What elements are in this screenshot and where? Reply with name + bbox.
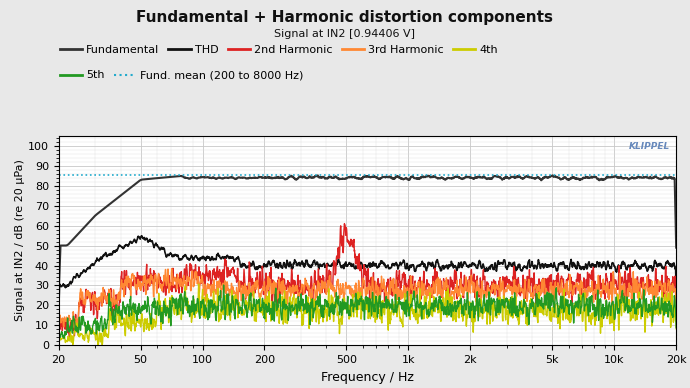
Legend: Fundamental, THD, 2nd Harmonic, 3rd Harmonic, 4th: Fundamental, THD, 2nd Harmonic, 3rd Harm… (55, 41, 502, 60)
Text: Signal at IN2 [0.94406 V]: Signal at IN2 [0.94406 V] (275, 29, 415, 39)
Text: KLIPPEL: KLIPPEL (629, 142, 670, 151)
Text: Fundamental + Harmonic distortion components: Fundamental + Harmonic distortion compon… (137, 10, 553, 25)
Legend: 5th, Fund. mean (200 to 8000 Hz): 5th, Fund. mean (200 to 8000 Hz) (55, 66, 308, 85)
X-axis label: Frequency / Hz: Frequency / Hz (321, 371, 414, 384)
Y-axis label: Signal at IN2 / dB (re 20 μPa): Signal at IN2 / dB (re 20 μPa) (15, 159, 25, 322)
